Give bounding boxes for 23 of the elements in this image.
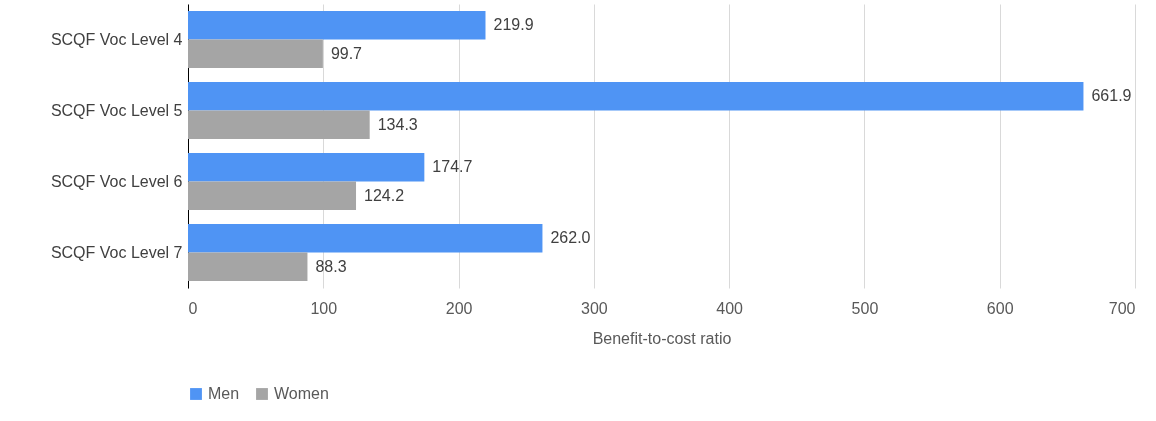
data-label: 174.7 [432, 158, 473, 176]
data-label: 661.9 [1091, 87, 1132, 105]
y-tick-label: SCQF Voc Level 6 [50, 172, 183, 190]
data-label: 134.3 [377, 115, 418, 133]
legend-label: Men [208, 385, 240, 402]
data-label: 99.7 [330, 44, 363, 62]
x-axis-title: Benefit-to-cost ratio [592, 329, 732, 347]
x-tick-label: 500 [851, 299, 879, 317]
data-label: 124.2 [364, 186, 405, 204]
data-label: 88.3 [315, 257, 347, 275]
x-tick-label: 200 [445, 299, 473, 317]
y-tick-label: SCQF Voc Level 4 [50, 30, 183, 48]
x-tick-label: 0 [188, 299, 198, 317]
data-label: 262.0 [550, 229, 591, 247]
y-tick-label: SCQF Voc Level 7 [50, 243, 183, 261]
x-tick-label: 600 [986, 299, 1014, 317]
x-tick-label: 700 [1108, 299, 1136, 317]
x-tick-label: 100 [310, 299, 338, 317]
legend-label: Women [274, 385, 329, 402]
y-tick-label: SCQF Voc Level 5 [50, 101, 183, 119]
x-tick-label: 300 [581, 299, 608, 317]
data-label: 219.9 [493, 16, 534, 34]
x-tick-label: 400 [716, 299, 744, 317]
